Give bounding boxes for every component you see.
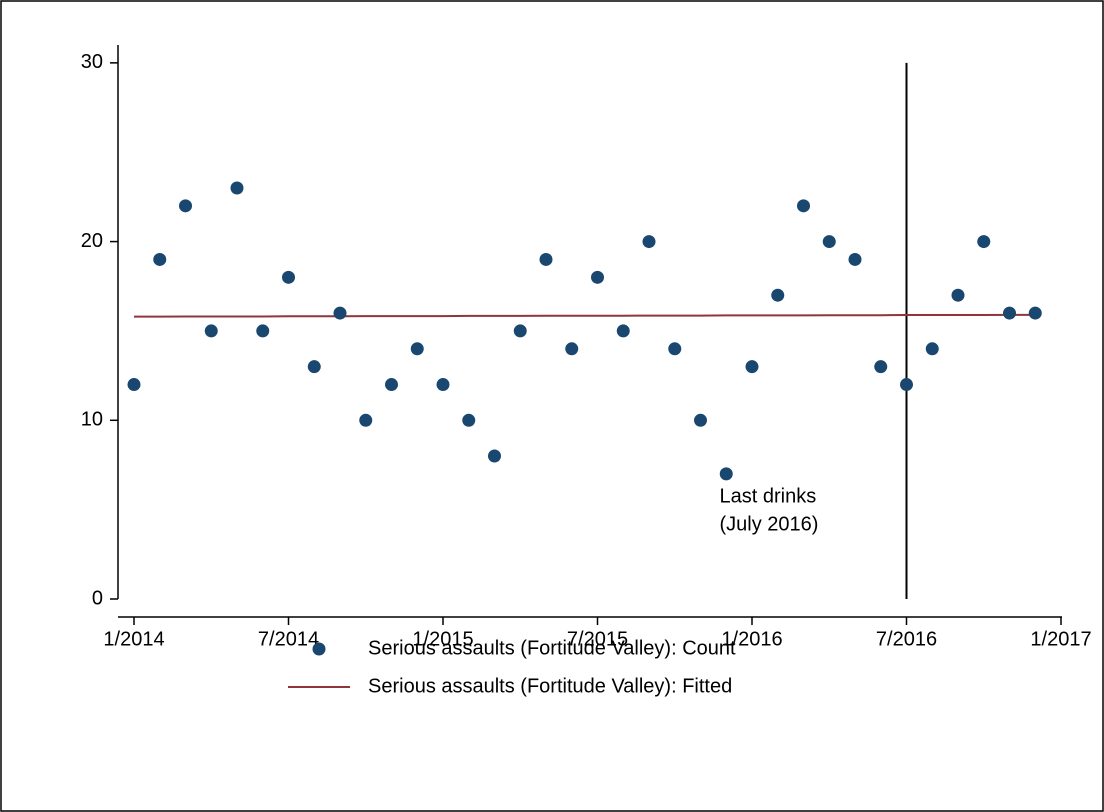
data-point	[462, 413, 476, 427]
y-tick-label: 30	[81, 51, 103, 73]
data-point	[874, 360, 888, 374]
data-point	[771, 288, 785, 302]
x-tick-label: 1/2015	[412, 628, 473, 650]
x-tick-label: 1/2014	[103, 628, 164, 650]
annotation: (July 2016)	[720, 513, 819, 535]
data-point	[333, 306, 347, 320]
y-tick-label: 10	[81, 409, 103, 431]
fitted-line	[134, 313, 1036, 318]
data-point	[436, 378, 450, 392]
data-point	[822, 235, 836, 249]
x-tick-label: 7/2014	[258, 628, 319, 650]
data-point	[1028, 306, 1042, 320]
data-point	[1003, 306, 1016, 320]
data-point	[179, 199, 192, 213]
data-point	[513, 324, 527, 338]
data-point	[719, 467, 733, 481]
data-point	[282, 270, 295, 284]
x-tick-label: 1/2016	[721, 628, 782, 650]
data-point	[307, 360, 321, 374]
data-point	[616, 324, 630, 338]
x-tick-label: 7/2015	[567, 628, 628, 650]
data-point	[256, 324, 270, 338]
data-point	[127, 378, 141, 392]
data-point	[797, 199, 810, 213]
data-point	[977, 235, 991, 249]
x-tick-label: 1/2017	[1030, 628, 1091, 650]
data-point	[900, 378, 913, 392]
legend-label: Serious assaults (Fortitude Valley): Fit…	[368, 675, 732, 697]
y-tick-label: 20	[81, 230, 103, 252]
data-point	[951, 288, 965, 302]
data-point	[488, 449, 501, 463]
data-point	[668, 342, 682, 356]
legend-label: Serious assaults (Fortitude Valley): Cou…	[368, 637, 736, 659]
data-point	[565, 342, 579, 356]
y-tick-label: 0	[92, 587, 103, 609]
data-point	[410, 342, 424, 356]
data-point	[385, 378, 398, 392]
data-point	[539, 252, 553, 266]
data-point	[694, 413, 707, 427]
legend-swatch	[312, 642, 326, 656]
data-point	[848, 252, 862, 266]
annotation: Last drinks	[720, 485, 817, 507]
data-point	[359, 413, 373, 427]
data-point	[591, 270, 604, 284]
data-point	[204, 324, 218, 338]
data-point	[925, 342, 939, 356]
data-point	[642, 235, 656, 249]
x-tick-label: 7/2016	[876, 628, 937, 650]
data-point	[153, 252, 167, 266]
data-point	[745, 360, 759, 374]
data-point	[230, 181, 244, 195]
